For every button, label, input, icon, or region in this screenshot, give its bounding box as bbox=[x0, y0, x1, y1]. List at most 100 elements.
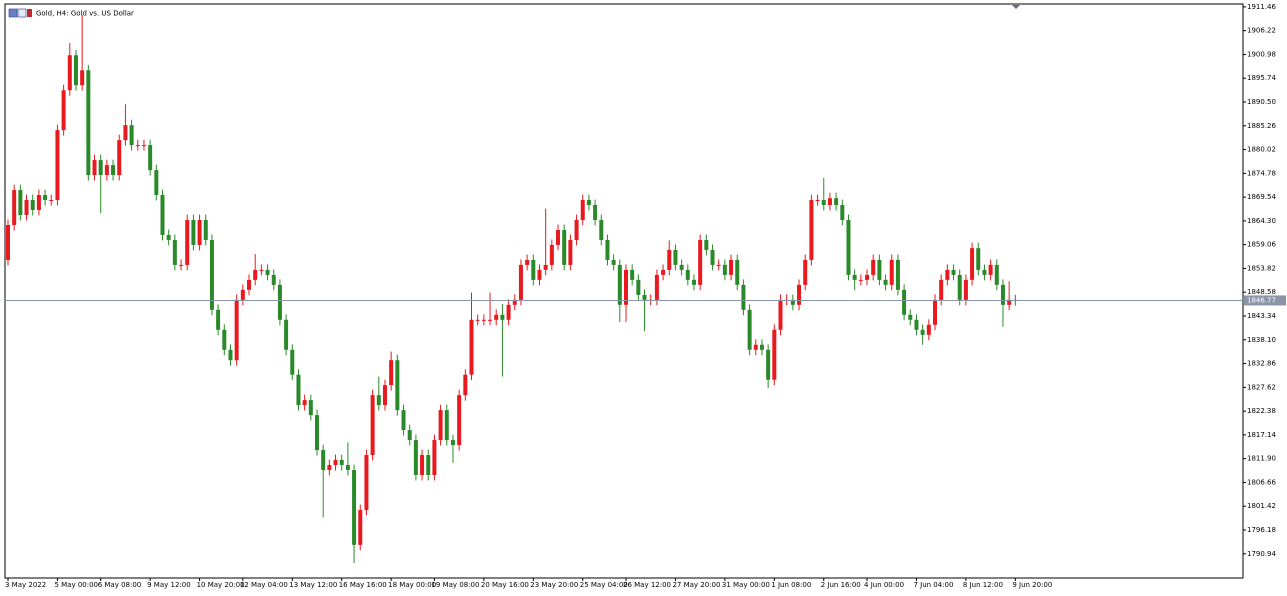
candle-body bbox=[203, 219, 208, 240]
candle-body bbox=[667, 249, 672, 270]
candle bbox=[36, 189, 41, 216]
candle-body bbox=[827, 198, 832, 206]
candle-body bbox=[80, 70, 85, 86]
candle-body bbox=[358, 509, 363, 545]
candle bbox=[512, 294, 517, 311]
candle-body bbox=[247, 279, 252, 290]
candle bbox=[259, 264, 264, 276]
x-tick-label: 20 May 16:00 bbox=[481, 581, 529, 589]
candle bbox=[339, 454, 344, 471]
candle bbox=[827, 192, 832, 211]
candle bbox=[772, 324, 777, 386]
candle-body bbox=[679, 264, 684, 270]
candle bbox=[191, 214, 196, 251]
candle-body bbox=[426, 455, 431, 475]
chart-title: Gold, H4: Gold vs. US Dollar bbox=[36, 10, 134, 18]
candle bbox=[525, 254, 530, 271]
candle-body bbox=[494, 314, 499, 320]
candle-body bbox=[302, 400, 307, 406]
candle bbox=[710, 244, 715, 271]
x-tick-label: 4 Jun 00:00 bbox=[864, 581, 904, 589]
candle-body bbox=[117, 140, 122, 176]
candle-body bbox=[370, 395, 375, 456]
candle-body bbox=[766, 349, 771, 380]
candle-body bbox=[599, 219, 604, 240]
candle bbox=[321, 444, 326, 518]
candle-body bbox=[537, 269, 542, 280]
candle bbox=[741, 279, 746, 316]
candle bbox=[747, 304, 752, 356]
candle bbox=[98, 154, 103, 214]
candle-body bbox=[111, 165, 116, 176]
candle-body bbox=[123, 125, 128, 141]
candle-body bbox=[6, 224, 10, 260]
x-tick-label: 7 Jun 04:00 bbox=[913, 581, 953, 589]
candle-body bbox=[716, 264, 721, 266]
y-tick-label: 1853.82 bbox=[1247, 264, 1276, 272]
x-tick-label: 3 May 2022 bbox=[5, 581, 46, 589]
candle bbox=[865, 269, 870, 286]
candle-body bbox=[518, 264, 523, 300]
candle-body bbox=[55, 130, 60, 201]
candle bbox=[537, 264, 542, 286]
candle-body bbox=[506, 304, 511, 320]
candle bbox=[698, 234, 703, 291]
y-tick-label: 1895.74 bbox=[1247, 74, 1276, 82]
candle bbox=[284, 314, 289, 356]
candle-body bbox=[500, 314, 505, 320]
candle bbox=[858, 274, 863, 286]
candle-body bbox=[43, 195, 48, 201]
candle bbox=[661, 264, 666, 281]
y-tick-label: 1806.66 bbox=[1247, 478, 1276, 486]
y-tick-label: 1827.62 bbox=[1247, 383, 1276, 391]
x-tick-label: 27 May 20:00 bbox=[672, 581, 720, 589]
candle-body bbox=[129, 125, 134, 146]
candle-body bbox=[284, 319, 289, 350]
candle-body bbox=[296, 374, 301, 406]
candle-body bbox=[1007, 299, 1012, 305]
candle bbox=[123, 104, 128, 146]
candle bbox=[6, 219, 10, 266]
candle-body bbox=[753, 344, 758, 350]
candle bbox=[30, 194, 35, 216]
candle-body bbox=[475, 319, 480, 321]
candle bbox=[759, 339, 764, 356]
candle-body bbox=[834, 198, 839, 206]
candle bbox=[624, 264, 628, 323]
candle-body bbox=[290, 349, 295, 375]
candle-body bbox=[815, 200, 820, 202]
x-tick-label: 19 May 08:00 bbox=[431, 581, 479, 589]
y-tick-label: 1838.10 bbox=[1247, 336, 1276, 344]
candle bbox=[704, 234, 709, 256]
candle bbox=[753, 339, 758, 356]
candle bbox=[308, 394, 313, 421]
x-tick-label: 2 Jun 16:00 bbox=[821, 581, 861, 589]
candle bbox=[803, 254, 808, 291]
candle bbox=[117, 134, 122, 181]
candle-body bbox=[883, 279, 888, 285]
candle bbox=[154, 164, 159, 201]
candle-body bbox=[12, 190, 17, 225]
candle bbox=[265, 264, 270, 281]
candle-body bbox=[395, 360, 400, 411]
candle bbox=[617, 259, 622, 323]
candle-body bbox=[729, 259, 734, 275]
y-tick-label: 1822.38 bbox=[1247, 407, 1276, 415]
candle-body bbox=[345, 465, 350, 471]
candle bbox=[209, 234, 214, 316]
candle bbox=[797, 279, 802, 311]
candle-body bbox=[630, 269, 635, 280]
x-tick-label: 23 May 20:00 bbox=[530, 581, 578, 589]
candle-body bbox=[308, 400, 313, 416]
candle-body bbox=[691, 279, 696, 285]
candle-body bbox=[914, 319, 919, 330]
candle-body bbox=[376, 395, 381, 406]
candle bbox=[549, 239, 554, 271]
candle bbox=[543, 208, 548, 276]
candle-body bbox=[154, 170, 159, 196]
candle-body bbox=[420, 455, 425, 475]
candle-body bbox=[450, 440, 455, 446]
candle bbox=[586, 194, 591, 211]
candle-body bbox=[759, 344, 764, 350]
y-tick-label: 1817.14 bbox=[1247, 431, 1276, 439]
